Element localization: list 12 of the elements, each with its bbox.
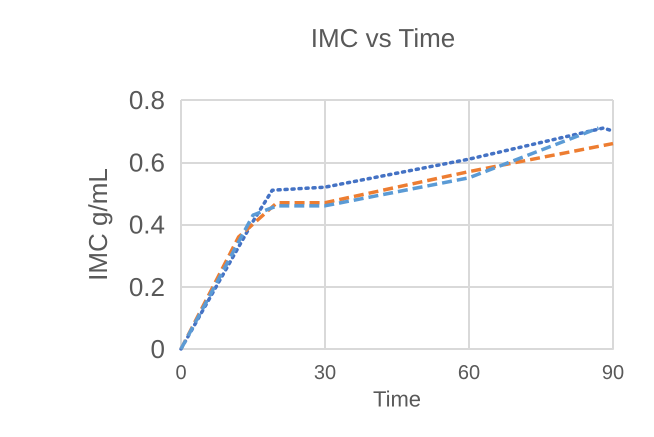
y-tick-label: 0.4 <box>128 210 165 240</box>
x-axis-title: Time <box>372 386 422 412</box>
y-tick-label: 0.8 <box>128 85 165 115</box>
y-tick-label: 0 <box>150 334 165 364</box>
y-tick-label: 0.6 <box>128 147 165 178</box>
y-tick-label: 0.2 <box>128 272 165 302</box>
x-tick-label: 60 <box>458 362 480 384</box>
x-tick-label: 90 <box>602 362 624 384</box>
chart-title: IMC vs Time <box>310 23 456 53</box>
x-tick-label: 30 <box>314 362 336 384</box>
y-axis-title: IMC g/mL <box>83 168 113 281</box>
x-tick-label: 0 <box>175 362 187 384</box>
